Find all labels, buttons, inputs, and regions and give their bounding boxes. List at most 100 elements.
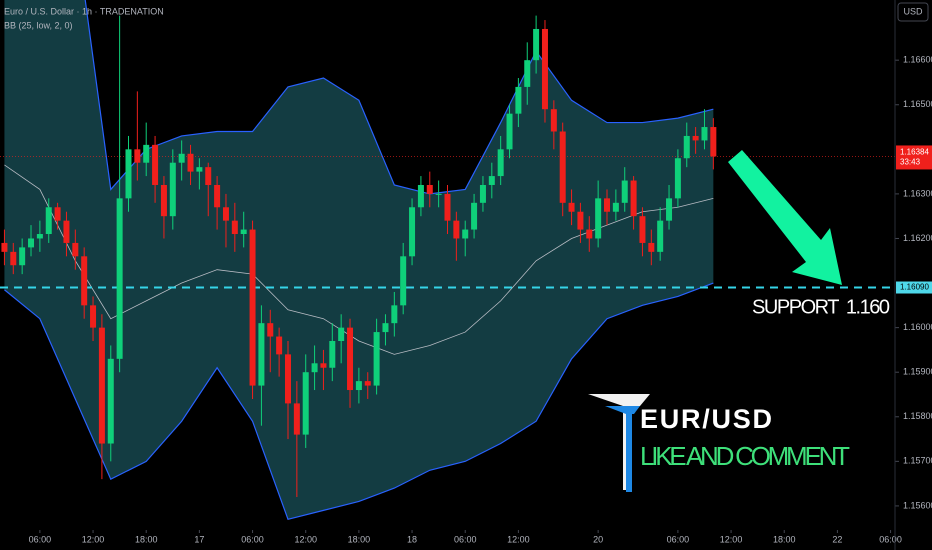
x-tick-label: 06:00 (29, 534, 52, 544)
indicator-label: BB (25, low, 2, 0) (4, 20, 73, 30)
candle-body (267, 323, 274, 337)
call-to-action: LIKE AND COMMENT (640, 441, 850, 471)
x-tick-label: 06:00 (667, 534, 690, 544)
candle-body (559, 131, 566, 203)
x-tick-label: 12:00 (720, 534, 743, 544)
x-tick-label: 18:00 (135, 534, 158, 544)
candle-body (276, 336, 283, 355)
candle-body (222, 207, 229, 221)
x-tick-label: 12:00 (294, 534, 317, 544)
currency: USD (903, 6, 923, 16)
candle-body (19, 247, 26, 266)
candle-body (462, 229, 469, 239)
candle-body (586, 229, 593, 239)
candle-body (205, 167, 212, 185)
candle-body (568, 202, 575, 212)
candle-body (10, 251, 17, 266)
support-text: SUPPORT 1.160 (752, 296, 890, 318)
candle-body (426, 184, 433, 194)
candle-body (214, 184, 221, 208)
axes: 1.16600 1.16500 1.16300 1.16200 1.16000 1.159… (29, 55, 932, 544)
candle-body (479, 184, 486, 203)
candle-body (302, 372, 309, 435)
x-tick-label: 06:00 (241, 534, 264, 544)
candle-body (90, 305, 97, 328)
candle-body (648, 242, 655, 252)
candle-body (550, 109, 557, 132)
candle-body (400, 256, 407, 306)
last-price-label: 1.16384 (900, 148, 929, 157)
candle-body (444, 193, 451, 221)
candle-body (541, 28, 548, 110)
y-tick-label: 1.16600 (903, 55, 932, 65)
candle-body (72, 242, 79, 257)
candle-body (364, 381, 371, 386)
candle-body (382, 323, 389, 333)
candle-body (284, 354, 291, 404)
candle-body (116, 198, 123, 359)
x-tick-label: 17 (194, 534, 204, 544)
candle-body (196, 167, 203, 172)
y-tick-label: 1.16000 (903, 322, 932, 332)
currency-box[interactable] (897, 2, 929, 22)
x-tick-label: 12:00 (507, 534, 530, 544)
x-tick-label: 06:00 (454, 534, 477, 544)
candle-body (577, 211, 584, 230)
candle-body (674, 158, 681, 199)
candle-body (391, 305, 398, 324)
candle-body (692, 135, 699, 141)
candle-body (293, 403, 300, 435)
candle-body (107, 358, 114, 444)
candle-body (710, 127, 717, 157)
candle-body (160, 184, 167, 217)
x-tick-label: 06:00 (879, 534, 902, 544)
candle-body (621, 180, 628, 203)
candle-body (639, 216, 646, 243)
x-tick-label: 18:00 (773, 534, 796, 544)
candle-body (355, 381, 362, 391)
candle-body (125, 149, 132, 199)
candle-body (134, 149, 141, 163)
candle-body (98, 327, 105, 444)
band-upper (84, 0, 714, 195)
x-tick-label: 22 (832, 534, 842, 544)
y-tick-label: 1.16300 (903, 188, 932, 198)
candle-body (471, 202, 478, 230)
last-price-tag (896, 145, 932, 170)
candles (0, 15, 895, 498)
candle-body (54, 207, 61, 221)
candle-body (81, 256, 88, 306)
candle-body (453, 220, 460, 239)
candle-body (409, 207, 416, 257)
candle-body (338, 327, 345, 342)
candle-body (311, 363, 318, 373)
candle-body (657, 220, 664, 252)
band-fill (4, 0, 714, 520)
candle-body (630, 180, 637, 217)
y-tick-label: 1.15800 (903, 411, 932, 421)
candle-body (152, 144, 159, 185)
candle-body (178, 153, 185, 163)
candle-body (515, 86, 522, 114)
candle-body (506, 113, 513, 150)
candle-body (595, 198, 602, 239)
candle-body (329, 341, 336, 368)
candle-body (488, 176, 495, 185)
x-tick-label: 12:00 (82, 534, 105, 544)
band-lower (4, 282, 714, 521)
down-arrow (728, 150, 842, 285)
candle-body (169, 162, 176, 217)
candle-body (45, 207, 52, 235)
candle-body (683, 135, 690, 159)
y-tick-label: 1.16200 (903, 233, 932, 243)
candle-body (666, 198, 673, 221)
candle-body (347, 327, 354, 391)
y-tick-label: 1.15900 (903, 367, 932, 377)
candle-body (36, 234, 43, 239)
candle-body (258, 323, 265, 386)
brand: EUR/USD (640, 404, 772, 434)
candle-body (417, 184, 424, 208)
support-label: 1.16090 (900, 283, 929, 292)
